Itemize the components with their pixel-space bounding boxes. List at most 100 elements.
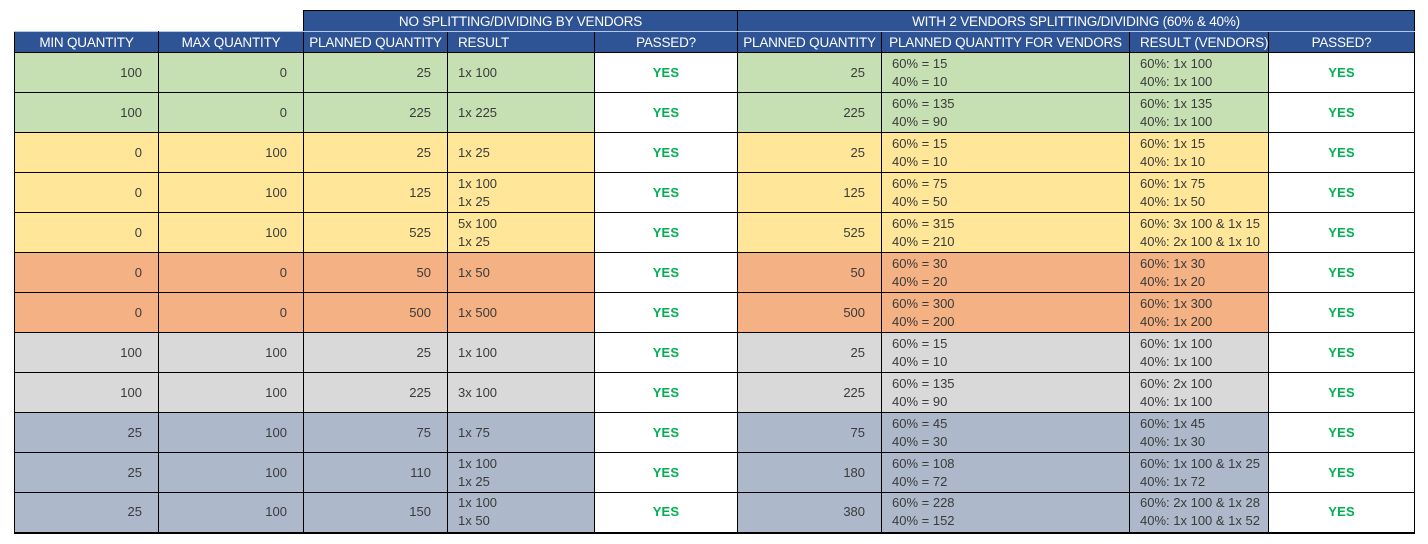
min-quantity-cell: 100 xyxy=(14,372,159,413)
quantity-splitting-test-matrix: NO SPLITTING/DIVIDING BY VENDORS WITH 2 … xyxy=(14,10,1416,534)
passed-cell: YES xyxy=(593,212,739,253)
column-header-row: MIN QUANTITY MAX QUANTITY PLANNED QUANTI… xyxy=(14,31,1416,53)
max-quantity-cell: 0 xyxy=(158,292,304,333)
column-header-passed: PASSED? xyxy=(593,31,739,53)
planned-quantity-vendors-cell: 180 xyxy=(737,452,883,493)
table-row: 0 100 125 1x 100 1x 25 YES 125 60% = 75 40% = 50… xyxy=(14,172,1416,213)
vendor-result-cell: 60%: 2x 100 & 1x 28 40%: 1x 100 & 1x 52 xyxy=(1129,492,1270,533)
planned-quantity-vendors-cell: 380 xyxy=(737,492,883,533)
vendor-planned-quantity-cell: 60% = 135 40% = 90 xyxy=(881,372,1131,413)
planned-quantity-vendors-cell: 50 xyxy=(737,252,883,293)
max-quantity-cell: 100 xyxy=(158,212,304,253)
group-header-with-vendors: WITH 2 VENDORS SPLITTING/DIVIDING (60% &… xyxy=(737,10,1416,32)
max-quantity-cell: 100 xyxy=(158,452,304,493)
result-cell: 3x 100 xyxy=(447,372,595,413)
vendor-passed-cell: YES xyxy=(1268,492,1416,533)
planned-quantity-vendors-cell: 25 xyxy=(737,132,883,173)
max-quantity-cell: 0 xyxy=(158,92,304,133)
result-cell: 1x 50 xyxy=(447,252,595,293)
column-header-passed-vendors: PASSED? xyxy=(1268,31,1416,53)
group-header-row: NO SPLITTING/DIVIDING BY VENDORS WITH 2 … xyxy=(14,10,1416,32)
planned-quantity-cell: 150 xyxy=(303,492,448,533)
passed-cell: YES xyxy=(593,452,739,493)
column-header-min-quantity: MIN QUANTITY xyxy=(14,31,159,53)
table-row: 100 100 225 3x 100 YES 225 60% = 135 40% = 90 60… xyxy=(14,372,1416,413)
vendor-result-cell: 60%: 1x 300 40%: 1x 200 xyxy=(1129,292,1270,333)
planned-quantity-vendors-cell: 25 xyxy=(737,52,883,93)
vendor-result-cell: 60%: 1x 75 40%: 1x 50 xyxy=(1129,172,1270,213)
vendor-passed-cell: YES xyxy=(1268,372,1416,413)
table-row: 0 0 50 1x 50 YES 50 60% = 30 40% = 20 60%: 1x 30… xyxy=(14,252,1416,293)
vendor-passed-cell: YES xyxy=(1268,132,1416,173)
passed-cell: YES xyxy=(593,492,739,533)
vendor-passed-cell: YES xyxy=(1268,292,1416,333)
min-quantity-cell: 0 xyxy=(14,252,159,293)
max-quantity-cell: 100 xyxy=(158,412,304,453)
result-cell: 1x 75 xyxy=(447,412,595,453)
vendor-planned-quantity-cell: 60% = 15 40% = 10 xyxy=(881,332,1131,373)
planned-quantity-vendors-cell: 25 xyxy=(737,332,883,373)
passed-cell: YES xyxy=(593,292,739,333)
min-quantity-cell: 100 xyxy=(14,332,159,373)
passed-cell: YES xyxy=(593,372,739,413)
planned-quantity-cell: 525 xyxy=(303,212,448,253)
max-quantity-cell: 100 xyxy=(158,492,304,533)
min-quantity-cell: 0 xyxy=(14,132,159,173)
min-quantity-cell: 25 xyxy=(14,412,159,453)
vendor-planned-quantity-cell: 60% = 30 40% = 20 xyxy=(881,252,1131,293)
vendor-result-cell: 60%: 3x 100 & 1x 15 40%: 2x 100 & 1x 10 xyxy=(1129,212,1270,253)
planned-quantity-vendors-cell: 225 xyxy=(737,92,883,133)
passed-cell: YES xyxy=(593,92,739,133)
result-cell: 1x 100 1x 25 xyxy=(447,172,595,213)
vendor-planned-quantity-cell: 60% = 228 40% = 152 xyxy=(881,492,1131,533)
planned-quantity-vendors-cell: 75 xyxy=(737,412,883,453)
vendor-passed-cell: YES xyxy=(1268,332,1416,373)
vendor-planned-quantity-cell: 60% = 315 40% = 210 xyxy=(881,212,1131,253)
result-cell: 1x 100 xyxy=(447,332,595,373)
min-quantity-cell: 0 xyxy=(14,212,159,253)
passed-cell: YES xyxy=(593,412,739,453)
passed-cell: YES xyxy=(593,52,739,93)
result-cell: 5x 100 1x 25 xyxy=(447,212,595,253)
column-header-planned-quantity-for-vendors: PLANNED QUANTITY FOR VENDORS xyxy=(881,31,1131,53)
planned-quantity-cell: 225 xyxy=(303,92,448,133)
min-quantity-cell: 0 xyxy=(14,172,159,213)
max-quantity-cell: 100 xyxy=(158,332,304,373)
vendor-passed-cell: YES xyxy=(1268,212,1416,253)
result-cell: 1x 225 xyxy=(447,92,595,133)
result-cell: 1x 100 1x 25 xyxy=(447,452,595,493)
result-cell: 1x 100 xyxy=(447,52,595,93)
min-quantity-cell: 0 xyxy=(14,292,159,333)
planned-quantity-cell: 50 xyxy=(303,252,448,293)
planned-quantity-vendors-cell: 225 xyxy=(737,372,883,413)
vendor-result-cell: 60%: 1x 30 40%: 1x 20 xyxy=(1129,252,1270,293)
table-row: 25 100 75 1x 75 YES 75 60% = 45 40% = 30 60%: 1x… xyxy=(14,412,1416,453)
vendor-planned-quantity-cell: 60% = 15 40% = 10 xyxy=(881,52,1131,93)
vendor-passed-cell: YES xyxy=(1268,412,1416,453)
planned-quantity-cell: 25 xyxy=(303,332,448,373)
column-header-result-vendors: RESULT (VENDORS) xyxy=(1129,31,1270,53)
vendor-planned-quantity-cell: 60% = 300 40% = 200 xyxy=(881,292,1131,333)
passed-cell: YES xyxy=(593,332,739,373)
planned-quantity-vendors-cell: 125 xyxy=(737,172,883,213)
vendor-planned-quantity-cell: 60% = 108 40% = 72 xyxy=(881,452,1131,493)
result-cell: 1x 500 xyxy=(447,292,595,333)
vendor-planned-quantity-cell: 60% = 75 40% = 50 xyxy=(881,172,1131,213)
table-row: 100 0 25 1x 100 YES 25 60% = 15 40% = 10 60%: 1x… xyxy=(14,52,1416,93)
vendor-passed-cell: YES xyxy=(1268,252,1416,293)
planned-quantity-vendors-cell: 500 xyxy=(737,292,883,333)
max-quantity-cell: 100 xyxy=(158,132,304,173)
table-row: 0 0 500 1x 500 YES 500 60% = 300 40% = 200 60%: … xyxy=(14,292,1416,333)
vendor-planned-quantity-cell: 60% = 135 40% = 90 xyxy=(881,92,1131,133)
vendor-planned-quantity-cell: 60% = 15 40% = 10 xyxy=(881,132,1131,173)
vendor-result-cell: 60%: 1x 15 40%: 1x 10 xyxy=(1129,132,1270,173)
vendor-passed-cell: YES xyxy=(1268,52,1416,93)
column-header-planned-quantity: PLANNED QUANTITY xyxy=(303,31,448,53)
planned-quantity-cell: 25 xyxy=(303,52,448,93)
min-quantity-cell: 25 xyxy=(14,492,159,533)
max-quantity-cell: 0 xyxy=(158,252,304,293)
planned-quantity-cell: 125 xyxy=(303,172,448,213)
min-quantity-cell: 25 xyxy=(14,452,159,493)
table-row: 100 100 25 1x 100 YES 25 60% = 15 40% = 10 60%: … xyxy=(14,332,1416,373)
planned-quantity-cell: 500 xyxy=(303,292,448,333)
